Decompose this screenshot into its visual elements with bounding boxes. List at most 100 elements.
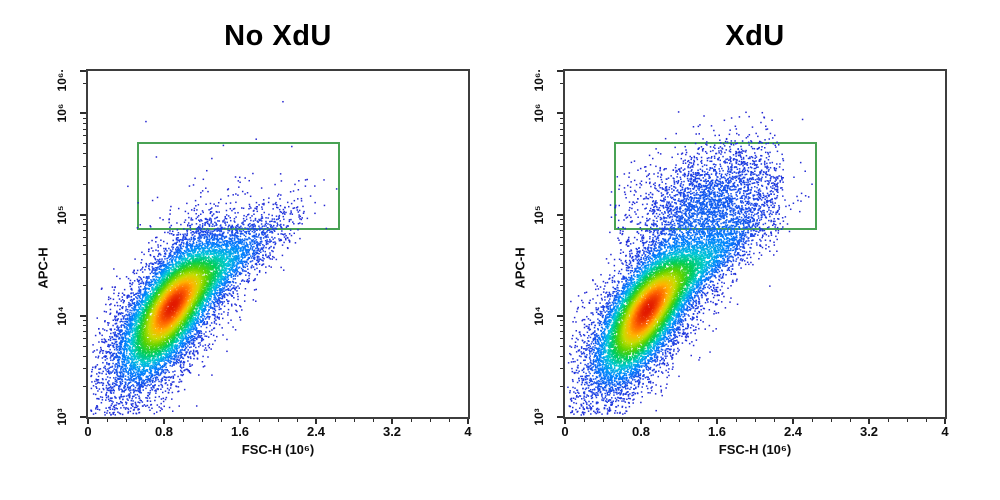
x-major-tick — [163, 419, 165, 424]
y-major-tick — [80, 112, 86, 115]
y-minor-tick — [560, 82, 563, 84]
x-major-tick — [467, 419, 469, 424]
y-minor-tick — [83, 325, 86, 327]
x-tick-label: 3.2 — [859, 424, 879, 439]
y-minor-tick — [560, 355, 563, 357]
y-minor-tick — [83, 355, 86, 357]
y-minor-tick — [560, 244, 563, 246]
y-minor-tick — [560, 337, 563, 339]
x-minor-tick — [125, 419, 127, 422]
x-minor-tick — [830, 419, 832, 422]
y-minor-tick — [83, 319, 86, 321]
x-major-tick — [239, 419, 241, 424]
y-minor-tick — [83, 386, 86, 388]
y-minor-tick — [560, 128, 563, 130]
y-tick-label: 10⁶· — [532, 68, 546, 92]
x-minor-tick — [849, 419, 851, 422]
x-minor-tick — [602, 419, 604, 422]
x-axis-title-xdu: FSC-H (10⁶) — [718, 442, 792, 457]
y-minor-tick — [560, 218, 563, 220]
x-minor-tick — [201, 419, 203, 422]
scatter-canvas-no-xdu — [88, 71, 468, 417]
y-minor-tick — [83, 165, 86, 167]
y-minor-tick — [560, 165, 563, 167]
y-tick-label: 10⁴ — [55, 306, 69, 326]
plot-title-no-xdu: No XdU — [224, 20, 332, 52]
y-tick-label: 10⁵ — [55, 205, 69, 225]
x-minor-tick — [448, 419, 450, 422]
y-minor-tick — [83, 236, 86, 238]
y-axis-title-no-xdu: APC-H — [35, 247, 51, 289]
y-minor-tick — [83, 122, 86, 124]
plot-title-xdu: XdU — [725, 20, 785, 52]
y-minor-tick — [560, 236, 563, 238]
y-minor-tick — [560, 254, 563, 256]
x-minor-tick — [353, 419, 355, 422]
y-major-tick — [557, 416, 563, 418]
x-minor-tick — [583, 419, 585, 422]
x-major-tick — [315, 419, 317, 424]
x-minor-tick — [906, 419, 908, 422]
y-minor-tick — [83, 229, 86, 231]
x-tick-label: 0.8 — [154, 424, 174, 439]
y-minor-tick — [560, 345, 563, 347]
x-minor-tick — [773, 419, 775, 422]
x-minor-tick — [659, 419, 661, 422]
y-minor-tick — [83, 244, 86, 246]
x-minor-tick — [106, 419, 108, 422]
x-major-tick — [792, 419, 794, 424]
x-minor-tick — [410, 419, 412, 422]
y-axis-top-tick — [557, 70, 563, 72]
y-minor-tick — [83, 128, 86, 130]
y-minor-tick — [83, 218, 86, 220]
x-major-tick — [716, 419, 718, 424]
y-minor-tick — [560, 386, 563, 388]
y-tick-label: 10⁶ — [532, 104, 546, 123]
y-minor-tick — [83, 345, 86, 347]
y-minor-tick — [560, 284, 563, 286]
y-tick-label: 10⁶· — [55, 68, 69, 92]
x-minor-tick — [678, 419, 680, 422]
x-minor-tick — [182, 419, 184, 422]
x-major-tick — [391, 419, 393, 424]
x-minor-tick — [258, 419, 260, 422]
y-minor-tick — [560, 229, 563, 231]
x-tick-label: 3.2 — [382, 424, 402, 439]
x-minor-tick — [144, 419, 146, 422]
y-major-tick — [80, 213, 86, 216]
y-minor-tick — [83, 254, 86, 256]
y-axis-top-tick — [80, 70, 86, 72]
x-minor-tick — [697, 419, 699, 422]
x-minor-tick — [735, 419, 737, 422]
x-major-tick — [868, 419, 870, 424]
y-minor-tick — [560, 135, 563, 137]
y-minor-tick — [83, 117, 86, 119]
y-minor-tick — [83, 135, 86, 137]
y-minor-tick — [83, 337, 86, 339]
x-minor-tick — [621, 419, 623, 422]
y-minor-tick — [83, 284, 86, 286]
y-tick-label: 10³ — [55, 408, 69, 426]
y-tick-label: 10⁵ — [532, 205, 546, 225]
x-minor-tick — [372, 419, 374, 422]
y-minor-tick — [560, 319, 563, 321]
x-tick-label: 2.4 — [783, 424, 803, 439]
plot-area-xdu — [563, 69, 947, 419]
y-minor-tick — [83, 267, 86, 269]
y-minor-tick — [560, 325, 563, 327]
x-major-tick — [640, 419, 642, 424]
x-minor-tick — [220, 419, 222, 422]
x-minor-tick — [296, 419, 298, 422]
x-minor-tick — [811, 419, 813, 422]
y-minor-tick — [83, 153, 86, 155]
x-tick-label: 4 — [464, 424, 472, 439]
y-axis-title-xdu: APC-H — [512, 247, 528, 289]
x-tick-label: 1.6 — [230, 424, 250, 439]
y-tick-label: 10⁴ — [532, 306, 546, 326]
plot-area-no-xdu — [86, 69, 470, 419]
y-minor-tick — [560, 122, 563, 124]
x-tick-label: 2.4 — [306, 424, 326, 439]
y-minor-tick — [560, 117, 563, 119]
x-tick-label: 0.8 — [631, 424, 651, 439]
